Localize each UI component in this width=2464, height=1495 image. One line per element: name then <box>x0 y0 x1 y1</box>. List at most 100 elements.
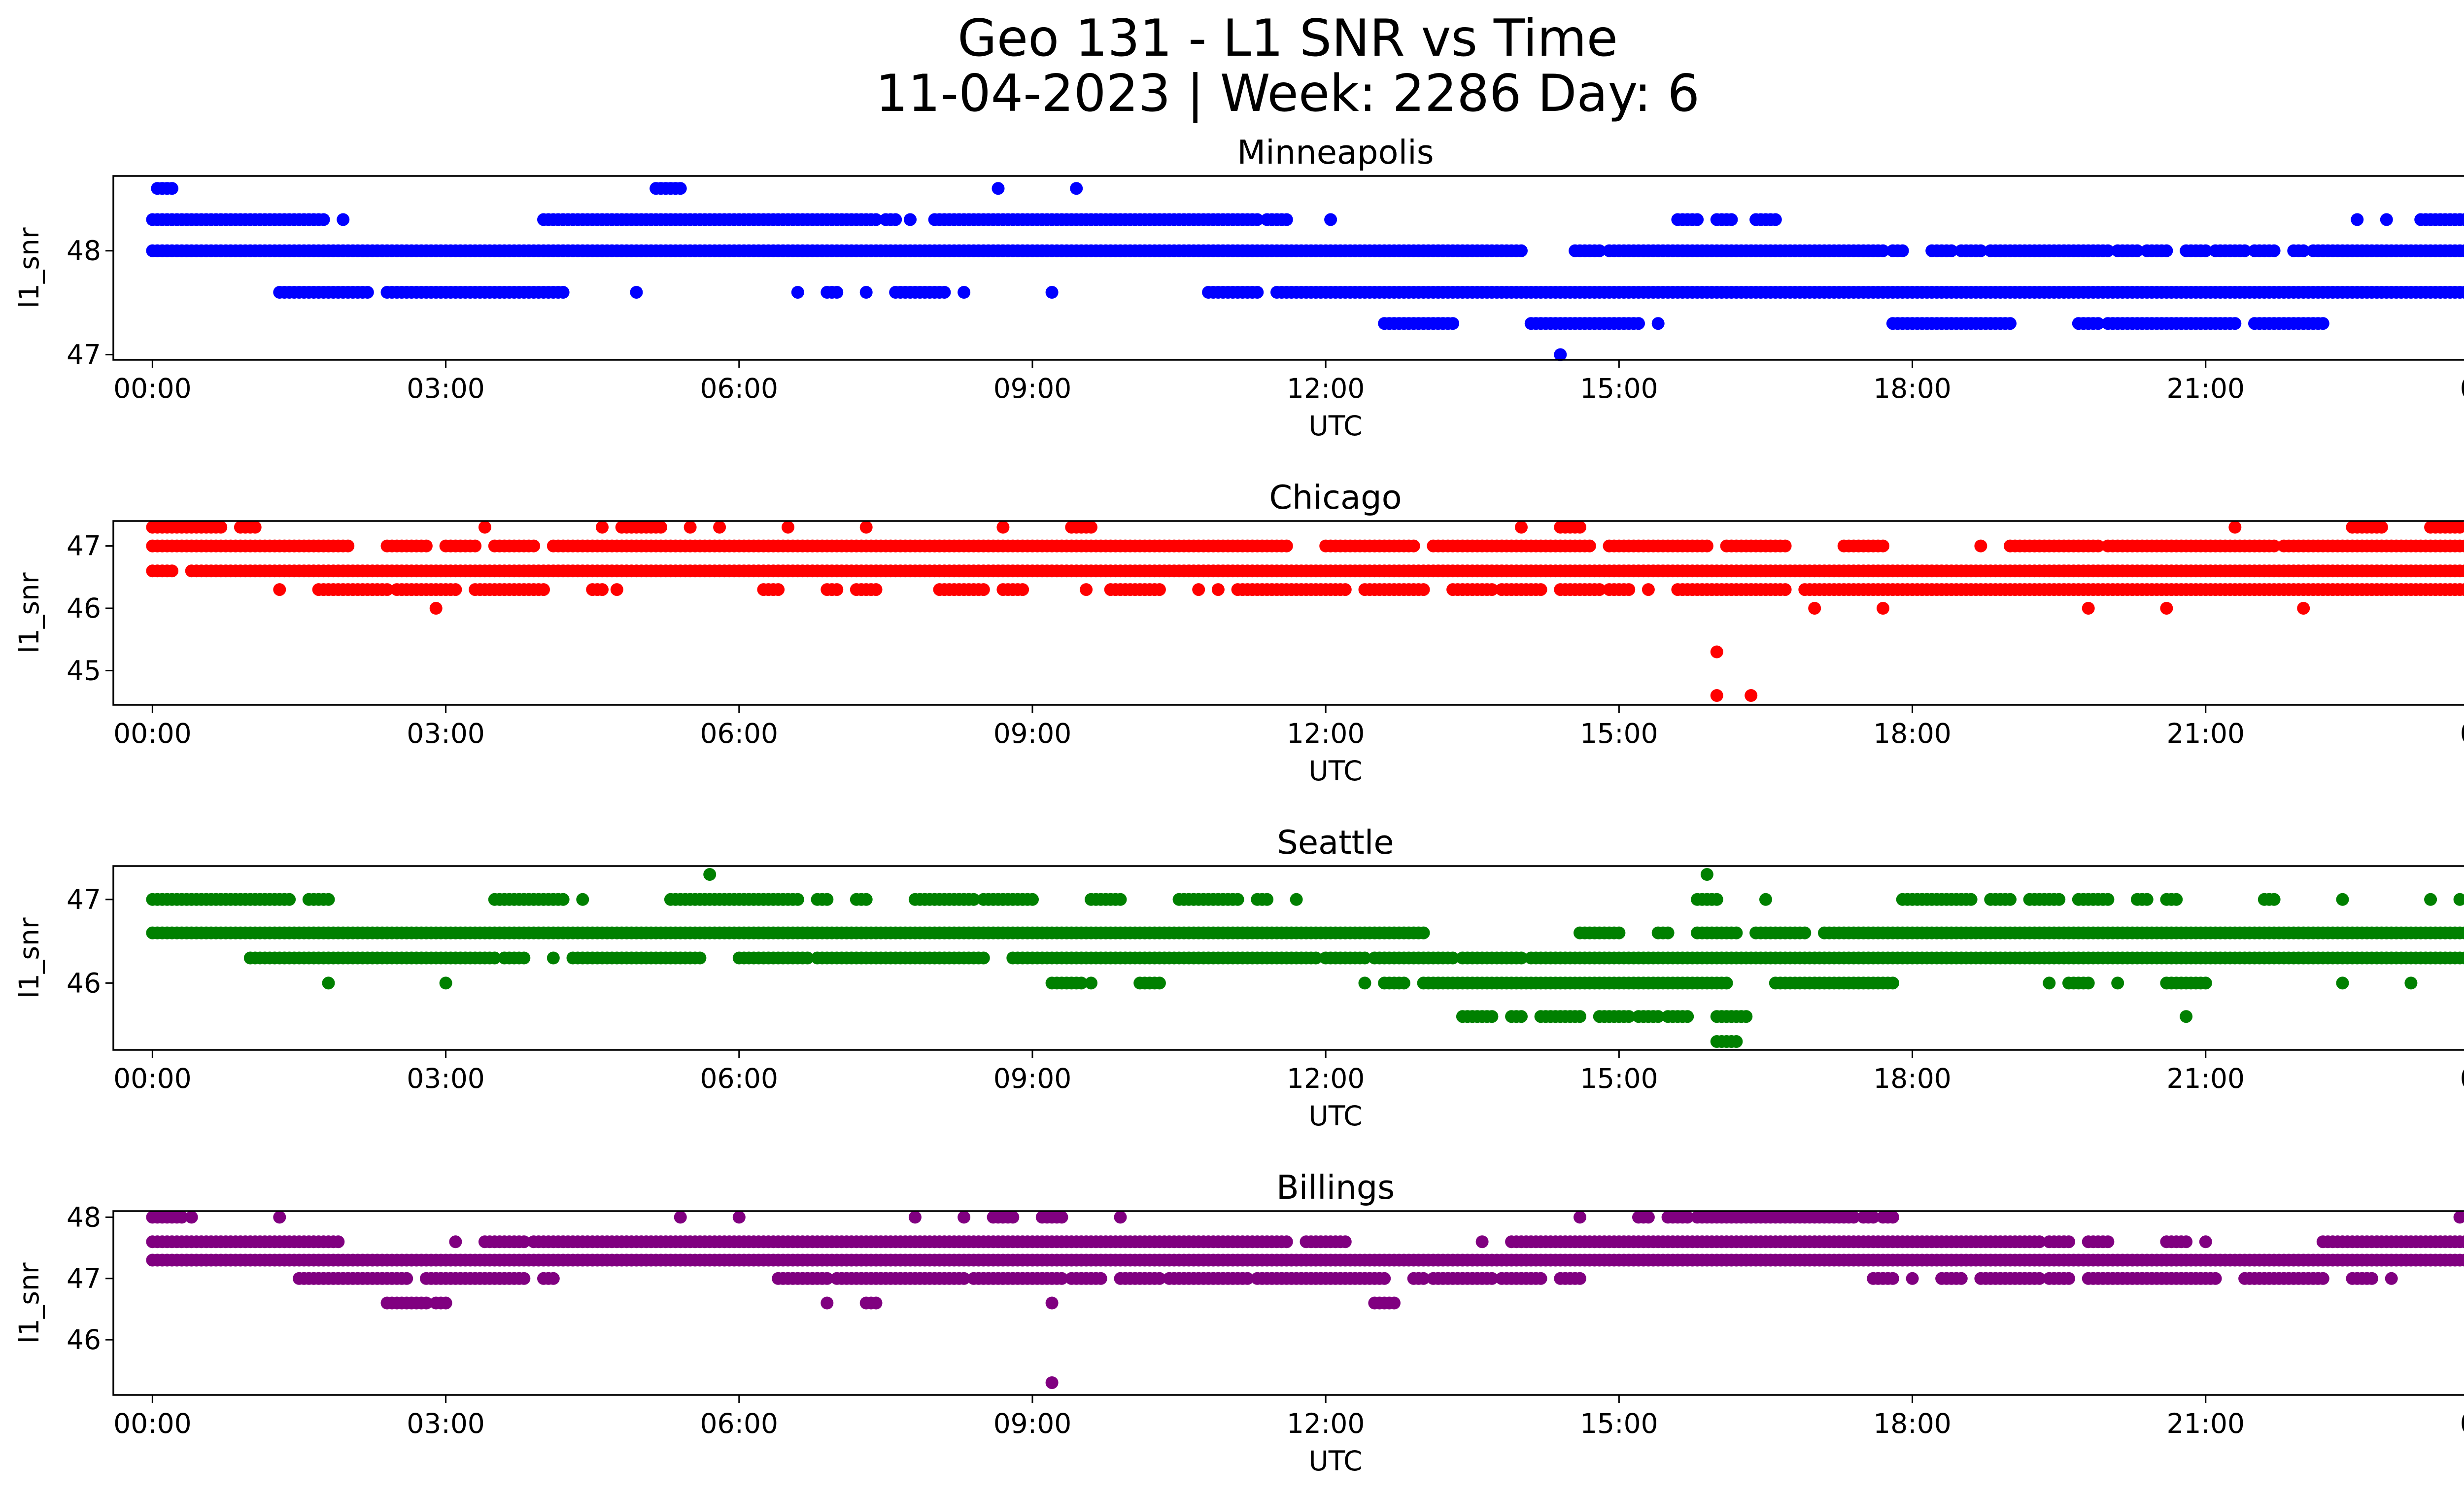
data-point <box>1417 1272 1430 1285</box>
data-point <box>1070 182 1083 195</box>
plot-frame <box>112 1210 2464 1396</box>
data-point <box>380 583 394 596</box>
data-point <box>2458 213 2464 226</box>
data-point <box>449 583 462 596</box>
data-point <box>859 893 873 906</box>
data-point <box>1612 926 1626 939</box>
figure-title-line2: 11-04-2023 | Week: 2286 Day: 6 <box>876 64 1700 123</box>
data-point <box>556 286 570 299</box>
data-point <box>2238 244 2252 257</box>
data-point <box>1886 976 1899 990</box>
data-point <box>1730 1035 1743 1048</box>
y-tick-label: 47 <box>67 339 101 370</box>
data-point <box>2180 1010 2193 1023</box>
data-point <box>2228 521 2242 534</box>
data-point <box>1075 976 1088 990</box>
data-point <box>1446 951 1460 965</box>
data-point <box>2458 951 2464 965</box>
data-point <box>2458 583 2464 596</box>
data-point <box>185 1211 198 1224</box>
plot-frame <box>112 865 2464 1051</box>
data-point <box>2199 976 2212 990</box>
data-point <box>1094 1272 1107 1285</box>
y-tick-label: 46 <box>67 592 101 624</box>
plot-frame <box>112 175 2464 361</box>
data-point <box>273 1211 286 1224</box>
data-point <box>992 182 1005 195</box>
data-point <box>1085 521 1097 534</box>
x-tick-label: 09:00 <box>993 373 1072 404</box>
data-point <box>2453 521 2464 534</box>
data-point <box>772 583 785 596</box>
data-point <box>1417 583 1430 596</box>
data-point <box>1388 1296 1401 1310</box>
data-point <box>429 602 443 615</box>
data-point <box>166 182 178 195</box>
data-point <box>1515 1010 1528 1023</box>
x-tick-label: 18:00 <box>1873 1063 1951 1094</box>
data-point <box>821 893 834 906</box>
data-point <box>1309 951 1323 965</box>
data-point <box>1700 868 1713 881</box>
data-point <box>166 564 178 578</box>
x-tick-label: 12:00 <box>1287 718 1365 749</box>
data-point <box>1280 539 1293 553</box>
x-tick-label: 06:00 <box>700 1408 779 1439</box>
data-point <box>2380 213 2393 226</box>
data-point <box>1153 583 1166 596</box>
x-tick-label: 15:00 <box>1580 1063 1658 1094</box>
data-point <box>248 521 262 534</box>
data-point <box>732 1211 746 1224</box>
data-point <box>2160 602 2173 615</box>
data-point <box>1358 951 1371 965</box>
data-point <box>1574 1211 1586 1224</box>
data-point <box>1642 1211 1655 1224</box>
data-point <box>2404 976 2418 990</box>
data-point <box>1534 583 1547 596</box>
data-point <box>1740 1010 1753 1023</box>
data-point <box>2267 539 2281 553</box>
data-point <box>1583 539 1596 553</box>
panel-title: Chicago <box>1269 478 1402 517</box>
data-point <box>1554 348 1567 361</box>
x-tick-label: 18:00 <box>1873 373 1951 404</box>
data-point <box>2033 1235 2046 1249</box>
data-point <box>527 539 541 553</box>
data-point <box>938 286 951 299</box>
data-point <box>1730 926 1743 939</box>
data-point <box>1593 244 1606 257</box>
data-point <box>791 893 804 906</box>
data-point <box>214 521 228 534</box>
data-point <box>1622 1010 1636 1023</box>
data-point <box>1593 583 1606 596</box>
data-point <box>1964 893 1978 906</box>
data-point <box>1681 1010 1694 1023</box>
x-axis-label: UTC <box>1308 1100 1362 1132</box>
data-point <box>2209 1272 2222 1285</box>
data-point <box>1877 602 1889 615</box>
data-point <box>821 1296 834 1310</box>
y-tick-label: 46 <box>67 1324 101 1356</box>
data-point <box>703 868 717 881</box>
data-point <box>1954 1272 1968 1285</box>
data-point <box>2101 1235 2115 1249</box>
y-axis-label: l1_snr <box>13 917 45 998</box>
data-point <box>610 583 623 596</box>
data-point <box>1153 976 1166 990</box>
panel-chicago: Chicago UTC l1_snr 00:00 03:00 06:00 09:00 1… <box>13 478 2464 787</box>
data-point <box>889 213 902 226</box>
data-point <box>1055 1272 1068 1285</box>
data-point <box>1906 1272 1919 1285</box>
data-point <box>2458 244 2464 257</box>
data-point <box>332 1235 345 1249</box>
data-point <box>517 951 531 965</box>
data-point <box>1651 1010 1665 1023</box>
x-tick-label: 06:00 <box>700 1063 779 1094</box>
data-point <box>1417 926 1430 939</box>
data-point <box>869 583 883 596</box>
y-axis-label: l1_snr <box>13 1262 45 1343</box>
data-point <box>958 1272 971 1285</box>
data-point <box>1114 1211 1127 1224</box>
data-point <box>2091 539 2105 553</box>
data-points <box>146 182 2464 361</box>
